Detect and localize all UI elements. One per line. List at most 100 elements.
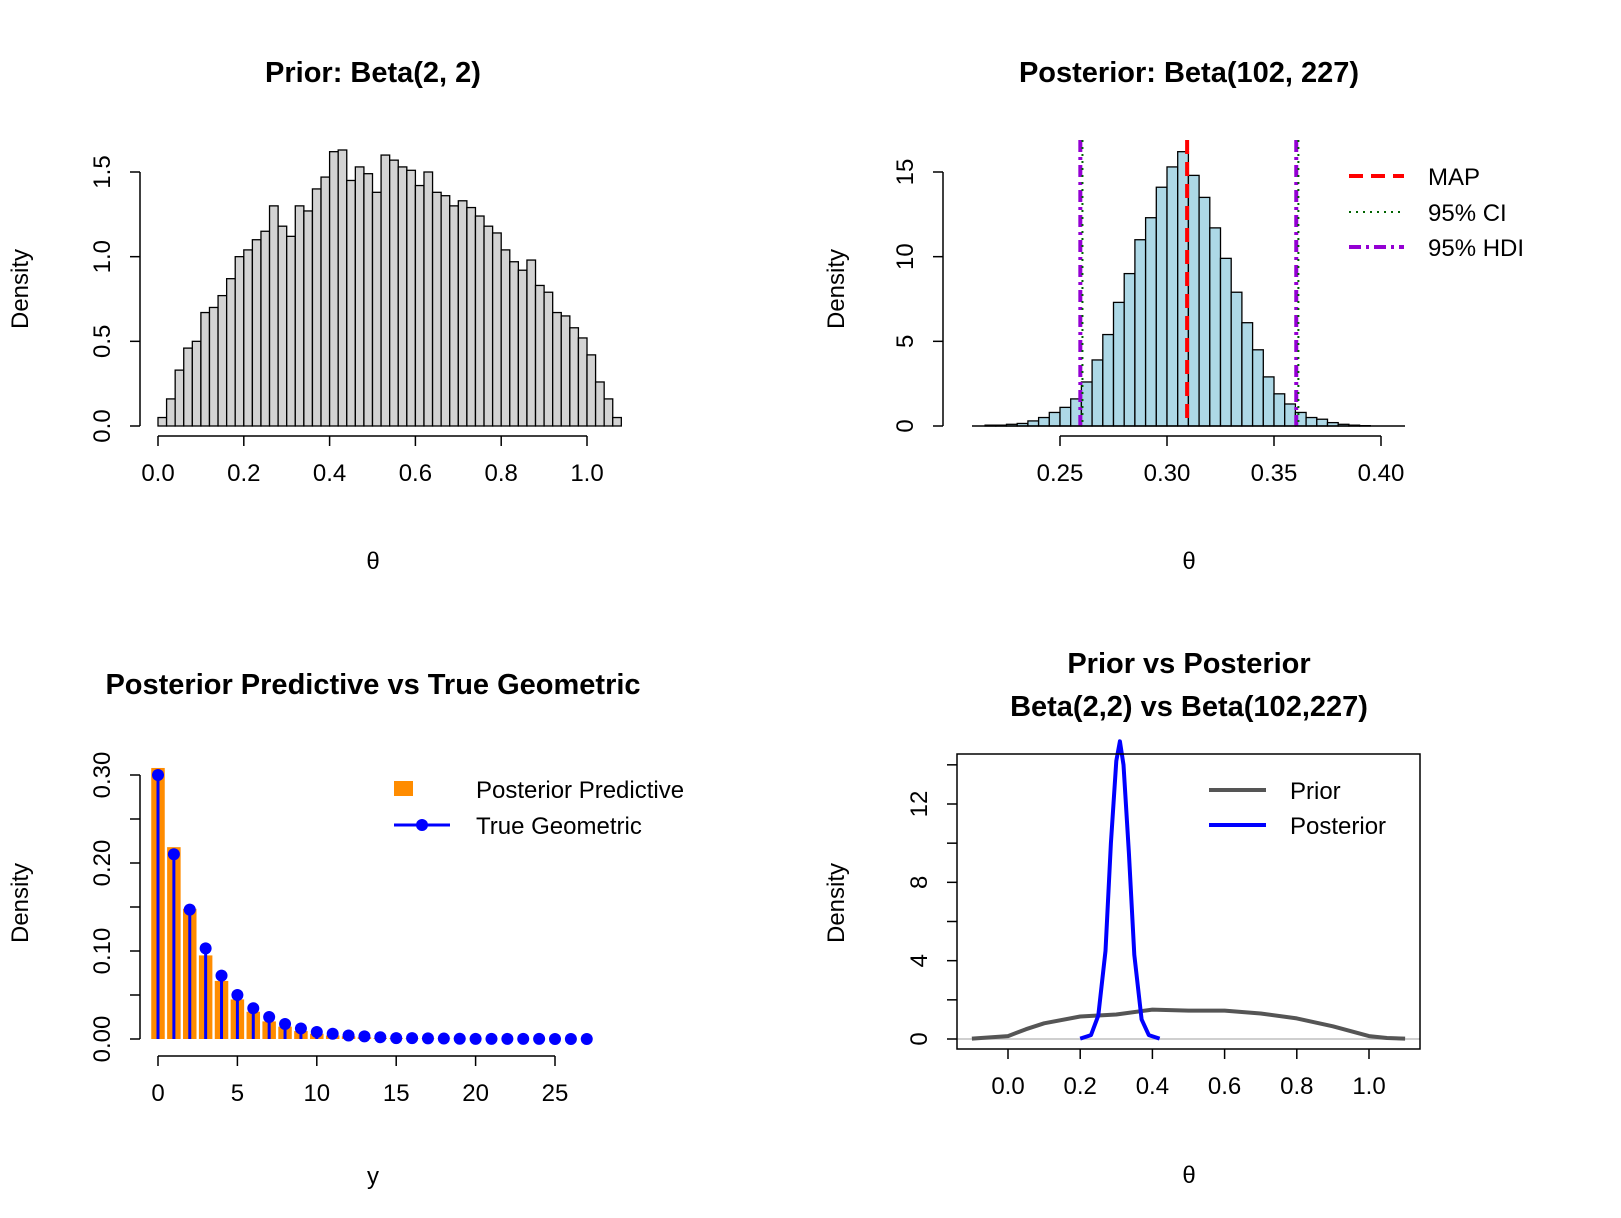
predictive-x-tick-label: 25 — [542, 1080, 569, 1107]
geometric-point — [326, 1027, 339, 1040]
prior-bar — [586, 354, 597, 427]
prior-bar — [225, 278, 236, 427]
posterior-bar — [1209, 227, 1222, 427]
posterior-bar — [1305, 416, 1318, 427]
predictive-y-tick-label: 0.30 — [89, 752, 116, 799]
predictive-y-tick-label: 0.10 — [89, 928, 116, 975]
prior-bar — [191, 340, 202, 427]
legend-ci: 95% CI — [1428, 200, 1507, 227]
prior-bar — [594, 381, 605, 427]
posterior-y-tick-label: 15 — [892, 159, 919, 186]
prior-bar — [234, 256, 245, 427]
prior-bar — [500, 249, 511, 427]
posterior-x-tick-label: 0.25 — [1037, 460, 1084, 487]
geometric-point — [358, 1030, 371, 1043]
posterior-bar — [1144, 217, 1157, 427]
posterior-bar — [1123, 272, 1136, 427]
posterior-bar — [1059, 406, 1072, 427]
comparison-x-axis: 0.0 0.2 0.4 0.6 0.8 1.0 — [991, 1049, 1386, 1100]
prior-bar — [251, 239, 262, 427]
comparison-x-tick-label: 0.6 — [1208, 1073, 1241, 1100]
geometric-point — [549, 1033, 561, 1045]
geometric-point — [183, 903, 196, 916]
predictive-y-tick-label: 0.20 — [89, 840, 116, 887]
predictive-panel: Posterior Predictive vs True Geometric 0… — [7, 669, 684, 1190]
geometric-point — [485, 1032, 498, 1045]
posterior-bar — [1155, 186, 1168, 427]
comparison-x-tick-label: 0.2 — [1064, 1073, 1097, 1100]
legend-true-geometric: True Geometric — [476, 813, 642, 840]
prior-bars — [157, 149, 622, 427]
prior-bar — [552, 311, 562, 427]
prior-bar — [260, 230, 271, 427]
prior-bar — [397, 166, 408, 427]
posterior-bar — [1037, 416, 1050, 427]
geometric-point — [469, 1032, 482, 1045]
posterior-y-tick-label: 5 — [892, 335, 919, 348]
predictive-x-axis: 0 5 10 15 20 25 — [151, 1055, 569, 1107]
geometric-point — [294, 1022, 307, 1035]
comparison-x-tick-label: 0.4 — [1136, 1073, 1169, 1100]
prior-y-tick-label: 1.5 — [89, 155, 116, 188]
prior-bar — [517, 269, 528, 427]
posterior-bar — [1187, 174, 1200, 427]
geometric-point — [374, 1031, 387, 1044]
posterior-legend: MAP 95% CI 95% HDI — [1349, 164, 1524, 262]
predictive-x-label: y — [367, 1163, 379, 1190]
comparison-panel: Prior vs Posterior Beta(2,2) vs Beta(102… — [823, 648, 1421, 1189]
prior-bar — [363, 173, 374, 427]
geometric-point — [517, 1032, 530, 1045]
posterior-y-axis: 0 5 10 15 — [892, 159, 944, 433]
prior-bar — [165, 398, 176, 427]
posterior-reference-lines — [1078, 140, 1300, 426]
predictive-x-tick-label: 15 — [383, 1080, 410, 1107]
posterior-y-label: Density — [823, 249, 850, 329]
prior-bar — [243, 249, 254, 427]
posterior-x-axis: 0.25 0.30 0.35 0.40 — [1037, 435, 1404, 487]
predictive-legend: Posterior Predictive True Geometric — [394, 777, 684, 840]
prior-bar — [406, 169, 417, 427]
posterior-bar — [1134, 239, 1147, 427]
prior-bar — [483, 225, 494, 427]
comparison-y-axis: 0 4 8 12 — [906, 764, 957, 1046]
prior-bar — [320, 176, 331, 427]
geometric-point — [406, 1032, 419, 1045]
prior-x-tick-label: 0.2 — [227, 460, 260, 487]
prior-bar — [294, 205, 305, 427]
prior-bar — [491, 232, 502, 427]
posterior-bar — [1166, 166, 1179, 427]
prior-bar — [560, 315, 571, 427]
comparison-x-label: θ — [1182, 1162, 1195, 1189]
posterior-bar — [1284, 403, 1297, 427]
prior-y-label: Density — [7, 249, 34, 329]
legend-posterior: Posterior — [1290, 813, 1386, 840]
geometric-point — [342, 1029, 355, 1042]
comparison-y-tick-label: 12 — [906, 791, 933, 818]
legend-prior: Prior — [1290, 778, 1341, 805]
prior-bar — [526, 259, 537, 427]
prior-bar — [466, 206, 477, 427]
geometric-point — [501, 1032, 514, 1045]
prior-x-tick-label: 0.6 — [399, 460, 432, 487]
prior-bar — [474, 215, 485, 427]
predictive-y-tick-label: 0.00 — [89, 1016, 116, 1063]
predictive-x-tick-label: 5 — [231, 1080, 244, 1107]
prior-y-tick-label: 1.0 — [89, 240, 116, 273]
prior-bar — [380, 154, 391, 427]
predictive-y-axis: 0.00 0.10 0.20 0.30 — [89, 752, 141, 1063]
posterior-bar — [1112, 301, 1125, 427]
comparison-legend: Prior Posterior — [1209, 778, 1386, 840]
prior-bar — [157, 416, 168, 427]
geometric-point — [215, 969, 228, 982]
prior-bar — [577, 337, 588, 427]
prior-bar — [389, 159, 399, 427]
prior-bar — [354, 166, 365, 427]
prior-bar — [509, 261, 520, 427]
geometric-point — [310, 1025, 323, 1038]
prior-x-tick-label: 1.0 — [570, 460, 603, 487]
prior-bar — [371, 191, 382, 427]
posterior-bar — [1102, 333, 1115, 427]
prior-bar — [277, 225, 288, 427]
posterior-bar — [1273, 393, 1286, 427]
geometric-point — [199, 942, 212, 955]
